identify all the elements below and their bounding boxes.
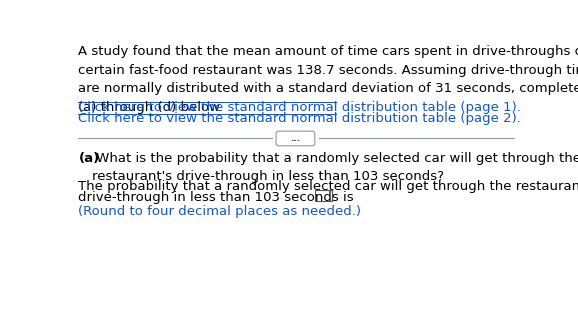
FancyBboxPatch shape bbox=[276, 131, 315, 146]
Text: Click here to view the standard normal distribution table (page 1).: Click here to view the standard normal d… bbox=[79, 101, 521, 114]
FancyBboxPatch shape bbox=[315, 190, 332, 201]
Text: ...: ... bbox=[290, 134, 301, 143]
Text: What is the probability that a randomly selected car will get through the
restau: What is the probability that a randomly … bbox=[92, 152, 578, 183]
Text: (a): (a) bbox=[79, 152, 99, 165]
Text: drive-through in less than 103 seconds is: drive-through in less than 103 seconds i… bbox=[79, 191, 354, 204]
Text: (Round to four decimal places as needed.): (Round to four decimal places as needed.… bbox=[79, 205, 361, 218]
Text: The probability that a randomly selected car will get through the restaurant's: The probability that a randomly selected… bbox=[79, 180, 578, 193]
Text: A study found that the mean amount of time cars spent in drive-throughs of a
cer: A study found that the mean amount of ti… bbox=[79, 45, 578, 114]
Text: .: . bbox=[333, 191, 337, 204]
Text: Click here to view the standard normal distribution table (page 2).: Click here to view the standard normal d… bbox=[79, 112, 521, 125]
